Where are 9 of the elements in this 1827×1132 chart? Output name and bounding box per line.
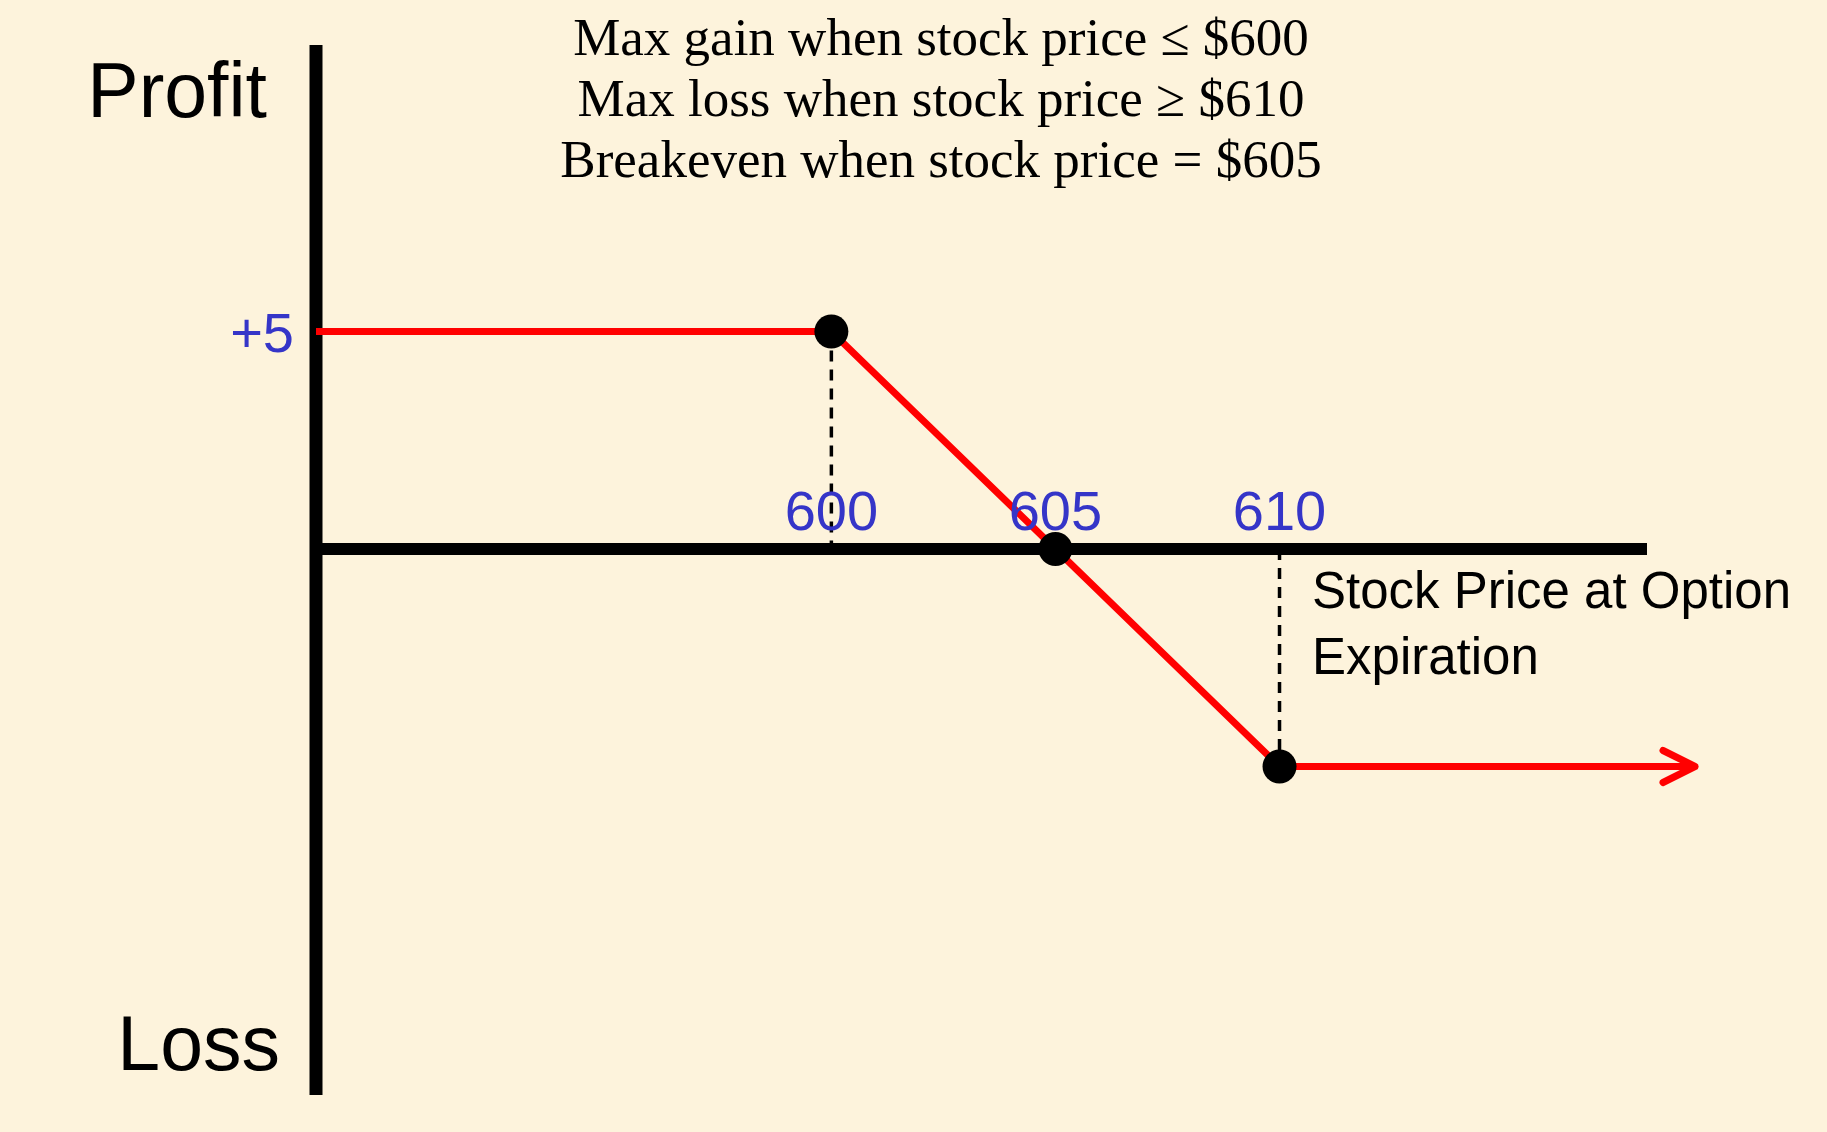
x-tick-label: 610 <box>1232 479 1327 542</box>
annotation: +5 <box>230 300 294 364</box>
text: Loss <box>117 1000 280 1086</box>
text: Max gain when stock price ≤ $600 <box>573 8 1309 66</box>
y-axis-title: Profit <box>87 47 267 133</box>
x-axis-title: Stock Price at Option Expiration <box>1312 562 1792 685</box>
x-tick-label: 600 <box>784 479 879 542</box>
text: Breakeven when stock price = $605 <box>560 130 1322 188</box>
text: Max loss when stock price ≥ $610 <box>577 69 1305 127</box>
